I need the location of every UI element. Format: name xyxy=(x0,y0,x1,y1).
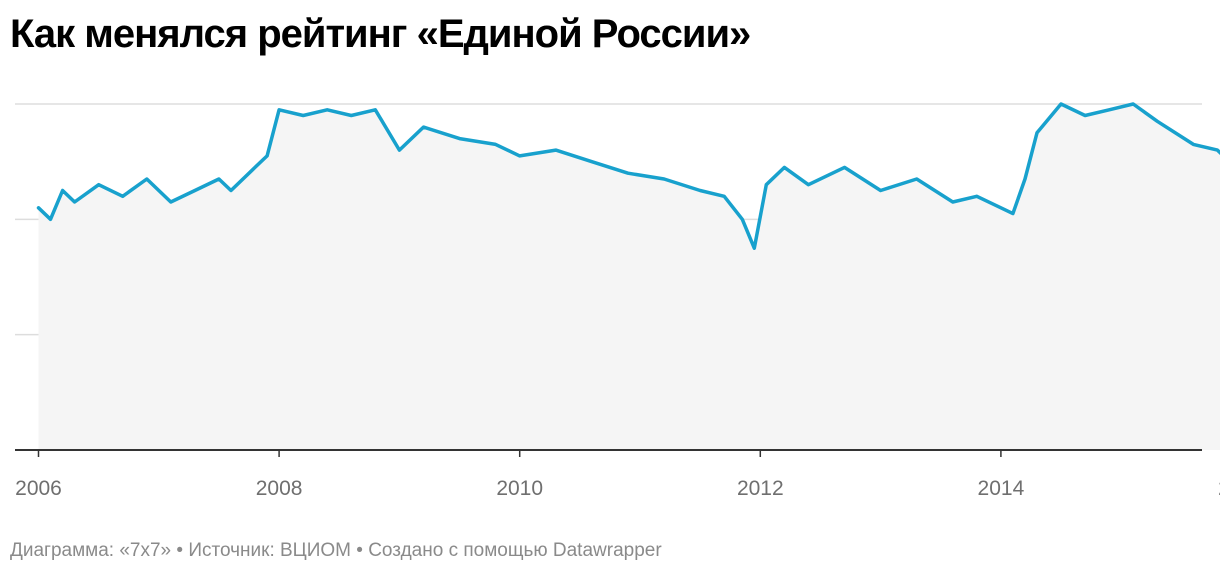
footer-credits: Диаграмма: «7x7» • Источник: ВЦИОМ • Соз… xyxy=(10,540,662,561)
chart-title: Как менялся рейтинг «Единой России» xyxy=(10,12,751,56)
x-tick-label-2008: 2008 xyxy=(256,477,303,500)
x-tick-label-2014: 2014 xyxy=(978,477,1025,500)
x-axis: 2006200820102012201420162018202020222024 xyxy=(15,450,1220,500)
x-tick-label-2016: 2016 xyxy=(1218,477,1220,500)
series-line xyxy=(36,102,1220,250)
x-tick-label-2006: 2006 xyxy=(15,477,62,500)
chart: 2006200820102012201420162018202020222024 xyxy=(15,102,1220,500)
x-tick-label-2012: 2012 xyxy=(737,477,784,500)
x-tick-label-2010: 2010 xyxy=(496,477,543,500)
area-fill xyxy=(38,104,1220,450)
